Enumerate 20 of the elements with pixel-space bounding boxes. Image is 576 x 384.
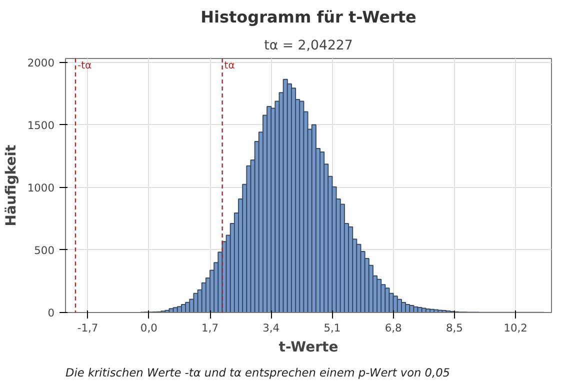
x-tick-label: 1,7 <box>202 322 218 334</box>
x-tick-label: 6,8 <box>384 322 402 334</box>
x-tick-label: 8,5 <box>446 322 463 334</box>
x-tick-label: 0,0 <box>140 322 158 334</box>
y-tick-label: 1000 <box>27 181 55 194</box>
x-tick-label: 10,2 <box>504 322 528 334</box>
text: Die kritischen Werte -tα und tα entsprechen einem p-Wert von 0,05 <box>66 366 450 380</box>
ref-line-label: tα <box>224 60 236 72</box>
x-tick-label: 5,1 <box>324 322 341 334</box>
y-axis-title: Häufigkeit <box>3 144 20 226</box>
x-tick-label: -1,7 <box>77 322 98 334</box>
y-tick-label: 500 <box>34 244 55 257</box>
chart-title: Histogramm für t-Werte <box>200 8 417 26</box>
y-tick-label: 0 <box>48 306 55 320</box>
x-axis-title: t-Werte <box>278 340 338 356</box>
x-tick-label: 3,4 <box>262 322 280 334</box>
ref-line-label: -tα <box>77 60 92 72</box>
y-tick-label: 2000 <box>27 56 55 70</box>
y-tick-label: 1500 <box>27 118 55 132</box>
chart-subtitle: tα = 2,04227 <box>264 38 353 54</box>
